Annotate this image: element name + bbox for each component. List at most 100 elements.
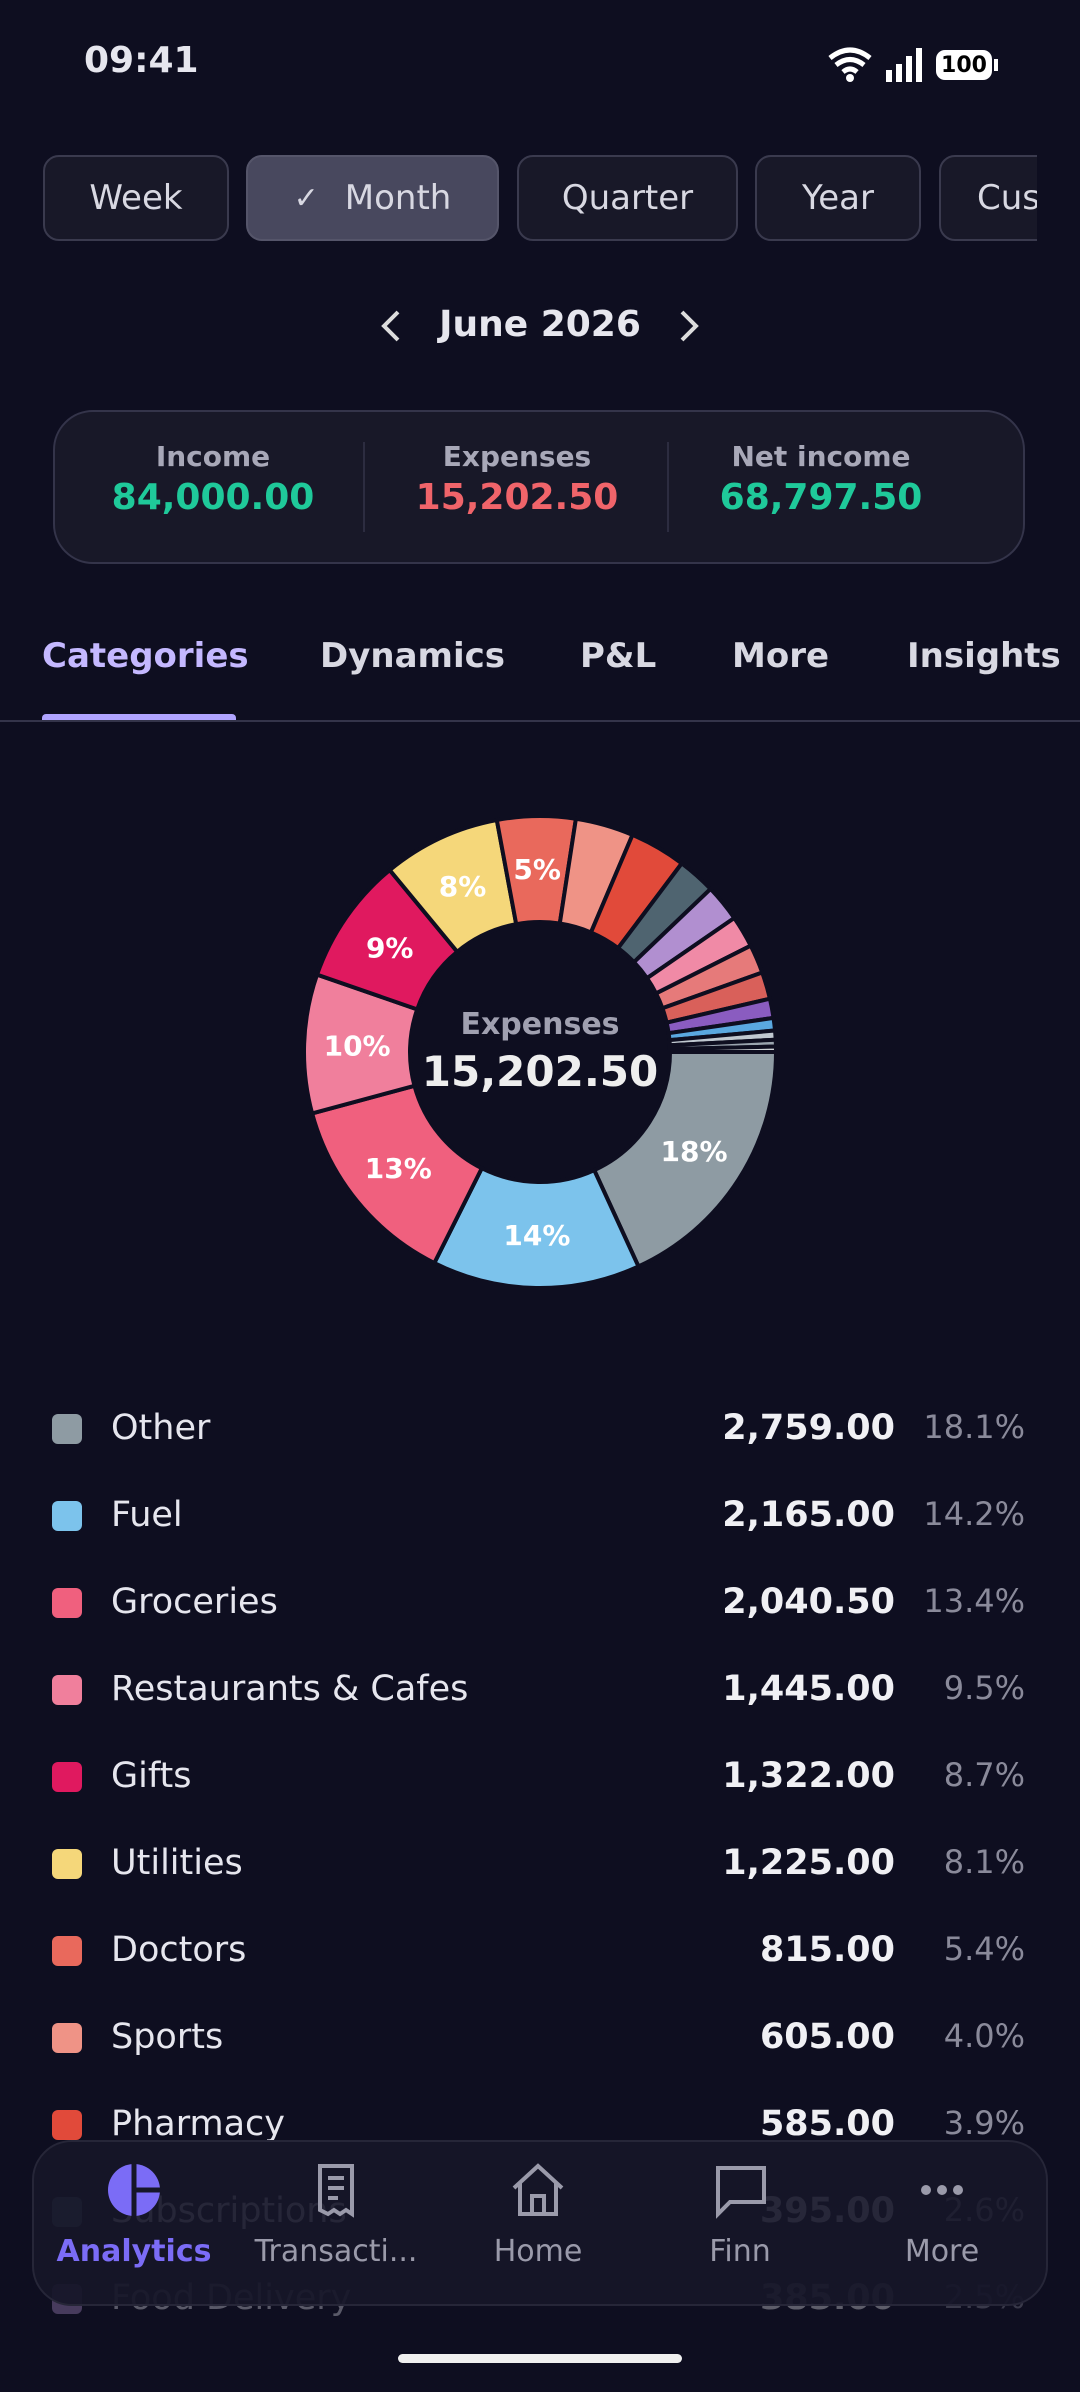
summary-item: Expenses 15,202.50 xyxy=(367,440,667,518)
category-row[interactable]: Groceries 2,040.50 13.4% xyxy=(0,1574,1080,1634)
category-swatch xyxy=(52,1849,82,1879)
category-name: Fuel xyxy=(111,1495,183,1535)
summary-label: Expenses xyxy=(442,440,592,473)
slice-label: 8% xyxy=(439,870,487,903)
period-chip[interactable]: Week xyxy=(43,155,229,241)
period-chips: Week ✓ Month Quarter Year Custom xyxy=(0,0,1037,260)
category-percent: 9.5% xyxy=(943,1669,1025,1707)
summary-value: 84,000.00 xyxy=(111,477,315,518)
category-amount: 585.00 xyxy=(759,2104,895,2144)
nav-icon-svg xyxy=(318,2164,354,2218)
category-swatch xyxy=(52,1501,82,1531)
category-row[interactable]: Restaurants & Cafes 1,445.00 9.5% xyxy=(0,1661,1080,1721)
category-amount: 1,225.00 xyxy=(722,1843,895,1883)
summary-card: Income 84,000.00 Expenses 15,202.50 Net inco… xyxy=(53,410,1025,564)
nav-icon xyxy=(34,2160,234,2226)
category-name: Other xyxy=(111,1408,211,1448)
period-chip[interactable]: Year xyxy=(755,155,921,241)
nav-item[interactable]: Transacti... xyxy=(236,2160,436,2269)
summary-divider xyxy=(363,442,365,532)
donut-slice xyxy=(667,1044,779,1054)
chip-label: Custom xyxy=(977,178,1037,218)
nav-label: Transacti... xyxy=(254,2234,418,2269)
category-swatch xyxy=(52,1936,82,1966)
nav-item[interactable]: Finn xyxy=(640,2160,840,2269)
summary-label: Income xyxy=(155,440,271,473)
date-label: June 2026 xyxy=(439,304,641,345)
nav-icon-svg xyxy=(108,2164,160,2216)
tab[interactable]: Dynamics xyxy=(320,636,506,676)
prev-arrow[interactable] xyxy=(376,306,406,346)
center-label: Expenses xyxy=(460,1007,619,1042)
tab[interactable]: More xyxy=(732,636,830,676)
category-row[interactable]: Pharmacy 585.00 3.9% xyxy=(0,2096,1080,2156)
category-name: Utilities xyxy=(111,1843,243,1883)
category-swatch xyxy=(52,1762,82,1792)
tab[interactable]: P&L xyxy=(580,636,657,676)
nav-icon-svg xyxy=(921,2185,963,2195)
home-indicator xyxy=(398,2354,682,2363)
category-amount: 605.00 xyxy=(759,2017,895,2057)
nav-icon-svg xyxy=(716,2166,766,2219)
category-amount: 2,759.00 xyxy=(722,1408,895,1448)
slice-label: 9% xyxy=(366,932,414,965)
nav-icon xyxy=(640,2160,840,2226)
chip-label: Quarter xyxy=(561,178,694,218)
category-percent: 8.7% xyxy=(943,1756,1025,1794)
nav-item[interactable]: More xyxy=(842,2160,1042,2269)
tab[interactable]: Categories xyxy=(42,636,249,676)
summary-item: Net income 68,797.50 xyxy=(671,440,971,518)
category-amount: 1,445.00 xyxy=(722,1669,895,1709)
category-row[interactable]: Sports 605.00 4.0% xyxy=(0,2009,1080,2069)
category-name: Doctors xyxy=(111,1930,247,1970)
summary-value: 68,797.50 xyxy=(719,477,923,518)
category-row[interactable]: Fuel 2,165.00 14.2% xyxy=(0,1487,1080,1547)
category-name: Gifts xyxy=(111,1756,192,1796)
summary-divider xyxy=(667,442,669,532)
nav-icon xyxy=(236,2160,436,2226)
nav-item[interactable]: Analytics xyxy=(34,2160,234,2269)
tab-underline xyxy=(42,714,236,722)
next-arrow[interactable] xyxy=(674,306,704,346)
center-value: 15,202.50 xyxy=(422,1047,658,1096)
category-row[interactable]: Other 2,759.00 18.1% xyxy=(0,1400,1080,1460)
nav-icon-svg xyxy=(512,2163,564,2216)
slice-label: 5% xyxy=(513,853,561,886)
category-amount: 1,322.00 xyxy=(722,1756,895,1796)
period-chip[interactable]: ✓ Month xyxy=(246,155,499,241)
nav-item[interactable]: Home xyxy=(438,2160,638,2269)
period-chip[interactable]: Quarter xyxy=(517,155,738,241)
category-percent: 14.2% xyxy=(923,1495,1025,1533)
battery-level: 100 xyxy=(941,53,987,78)
nav-icon xyxy=(438,2160,638,2226)
check-icon: ✓ xyxy=(293,180,319,216)
category-swatch xyxy=(52,1414,82,1444)
category-row[interactable]: Utilities 1,225.00 8.1% xyxy=(0,1835,1080,1895)
category-percent: 13.4% xyxy=(923,1582,1025,1620)
status-icons: 100 xyxy=(828,47,998,82)
status-time: 09:41 xyxy=(84,40,199,81)
tab[interactable]: Insights xyxy=(907,636,1061,676)
tab-divider xyxy=(0,720,1080,722)
nav-label: More xyxy=(904,2234,980,2269)
category-percent: 8.1% xyxy=(943,1843,1025,1881)
category-name: Restaurants & Cafes xyxy=(111,1669,469,1709)
category-row[interactable]: Doctors 815.00 5.4% xyxy=(0,1922,1080,1982)
chip-label: Year xyxy=(802,178,874,218)
category-swatch xyxy=(52,2110,82,2140)
summary-item: Income 84,000.00 xyxy=(63,440,363,518)
nav-icon xyxy=(842,2160,1042,2226)
category-row[interactable]: Gifts 1,322.00 8.7% xyxy=(0,1748,1080,1808)
category-swatch xyxy=(52,1588,82,1618)
category-amount: 815.00 xyxy=(759,1930,895,1970)
nav-label: Finn xyxy=(709,2234,771,2269)
nav-label: Home xyxy=(493,2234,583,2269)
period-chip[interactable]: Custom xyxy=(939,155,1037,241)
category-name: Groceries xyxy=(111,1582,278,1622)
slice-label: 18% xyxy=(661,1135,728,1168)
category-name: Pharmacy xyxy=(111,2104,286,2144)
category-swatch xyxy=(52,1675,82,1705)
slice-label: 14% xyxy=(503,1219,570,1252)
donut-slice xyxy=(591,1050,779,1270)
category-percent: 4.0% xyxy=(943,2017,1025,2055)
